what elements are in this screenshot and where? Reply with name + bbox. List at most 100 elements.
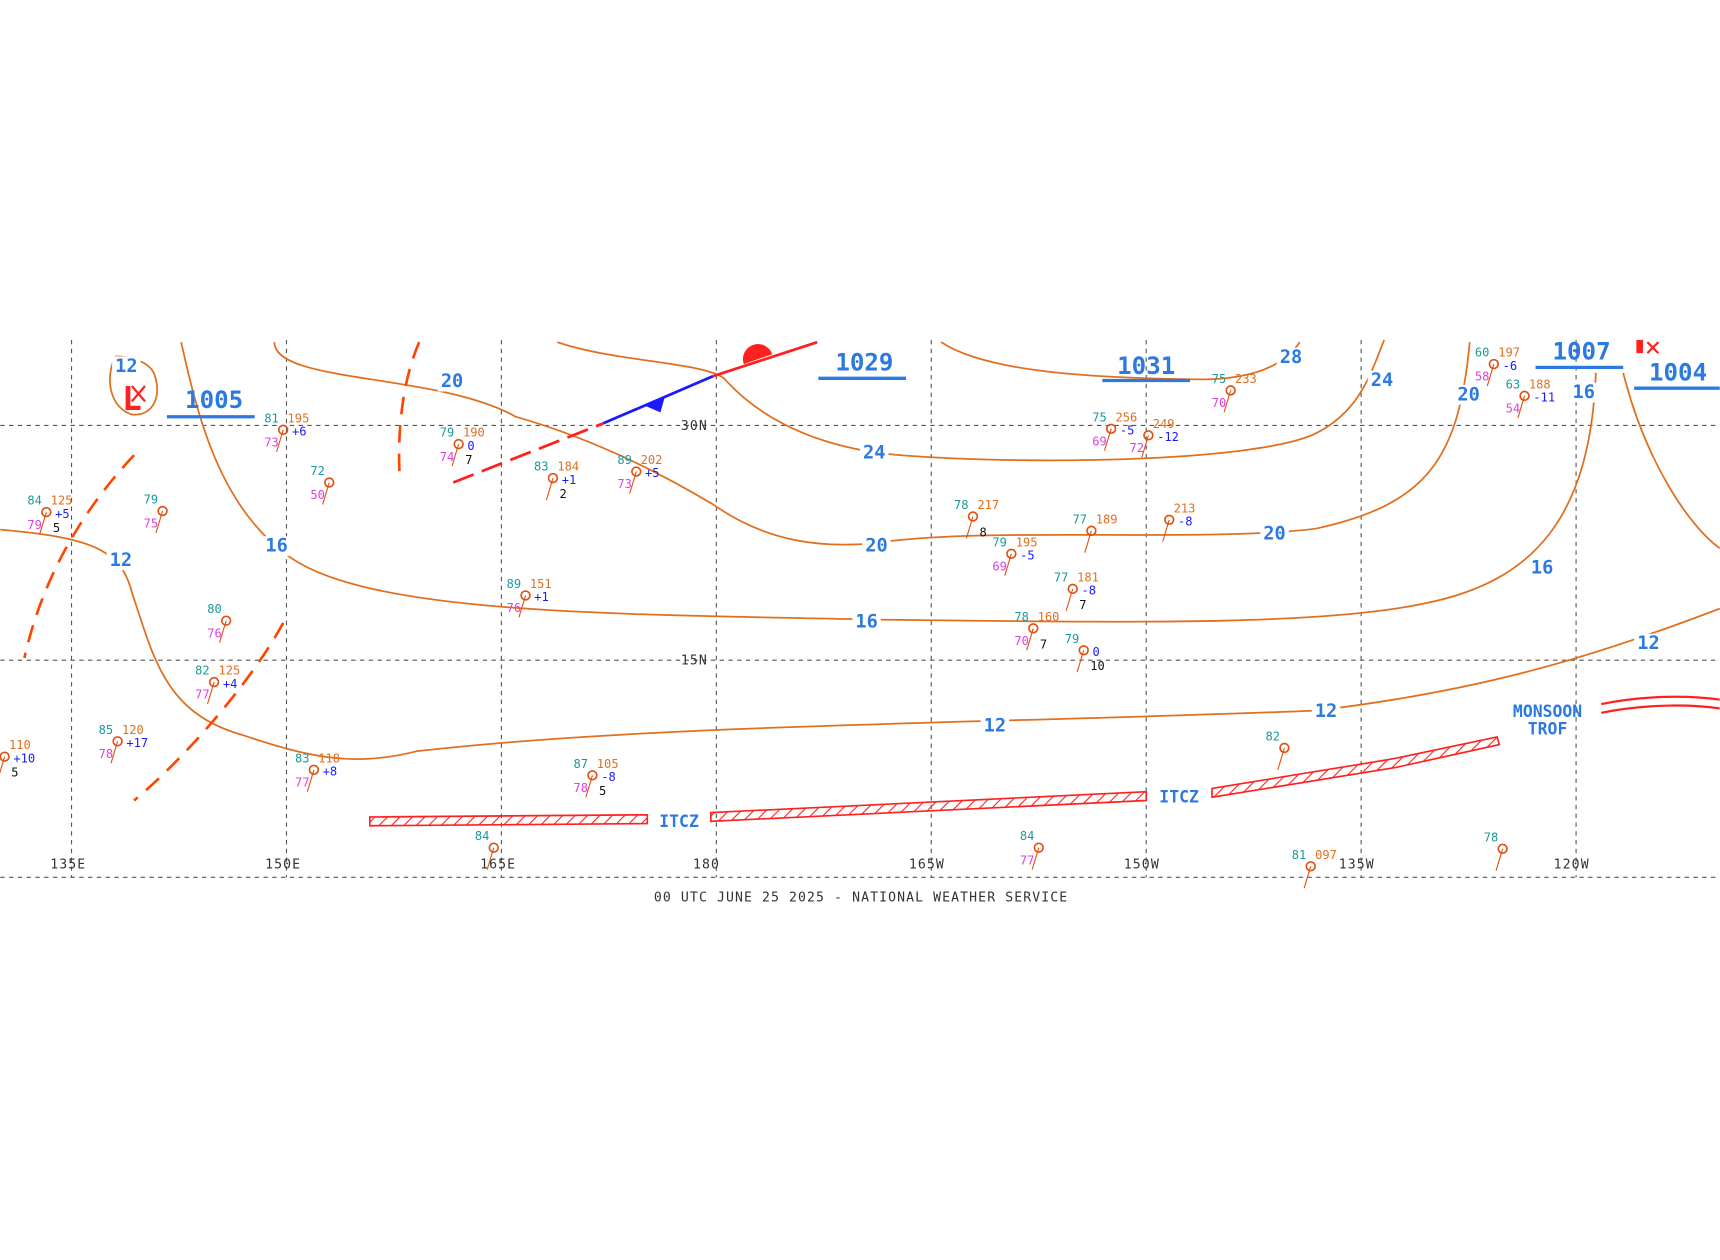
station-temp: 72 (310, 464, 325, 478)
station-pressure: 256 (1116, 410, 1138, 424)
station-pressure: 097 (1315, 848, 1337, 862)
station-visibility: 7 (465, 453, 472, 467)
station-temp: 89 (617, 453, 632, 467)
station-temp: 84 (475, 829, 490, 843)
station-circle (1078, 645, 1089, 656)
isobars (0, 339, 1720, 760)
station-pressure: 160 (1038, 610, 1060, 624)
station-pressure: 217 (977, 498, 999, 512)
itcz-label: ITCZ (659, 812, 699, 831)
isobar-label: 24 (863, 442, 885, 463)
station-tendency: -11 (1533, 391, 1555, 405)
station-temp: 78 (1484, 830, 1499, 844)
station-pressure: 233 (1235, 372, 1257, 386)
longitude-label: 165W (909, 858, 945, 873)
station-pressure: 249 (1153, 417, 1175, 431)
longitude-label: 120W (1554, 858, 1590, 873)
isobar-label: 12 (110, 550, 132, 571)
footer: 00 UTC JUNE 25 2025 - NATIONAL WEATHER S… (654, 890, 1068, 905)
troughs (23, 341, 421, 802)
center-pressure: 1005 (185, 386, 243, 414)
isobar-label-bg (862, 536, 891, 556)
station-temp: 83 (295, 751, 310, 765)
wind-barb (1141, 435, 1149, 458)
isobar-label-bg (980, 716, 1010, 736)
station-visibility: 7 (1079, 598, 1086, 612)
station-circle (220, 615, 232, 626)
station-circle (324, 477, 335, 488)
station-dewpoint: 77 (1020, 853, 1035, 867)
wind-barb (1303, 866, 1312, 889)
station-circle (1488, 358, 1500, 370)
station-dewpoint: 77 (195, 688, 210, 702)
station-pressure: 105 (597, 757, 619, 771)
station-circle (1225, 385, 1236, 396)
wind-barb (1223, 390, 1232, 413)
monsoon-label: TROF (1528, 720, 1568, 739)
station-circle (967, 511, 979, 522)
wind-barb (0, 756, 6, 775)
station-tendency: -5 (1120, 423, 1135, 437)
isobar-label: 12 (1315, 701, 1337, 722)
station-temp: 78 (1014, 610, 1029, 624)
wind-barb (219, 620, 227, 643)
wind-barb (1026, 628, 1034, 651)
station-dewpoint: 79 (27, 518, 42, 532)
station-dewpoint: 76 (207, 626, 222, 640)
station-circle (453, 438, 464, 450)
isobar-label: 20 (865, 536, 887, 557)
center-pressure: 1007 (1553, 338, 1611, 366)
isobar-label-bg (1634, 633, 1663, 654)
station-dewpoint: 77 (295, 775, 310, 789)
station-tendency: +6 (292, 425, 307, 439)
low-letter: L (122, 379, 142, 418)
longitude-label: 150E (265, 858, 301, 873)
station-temp: 79 (440, 426, 455, 440)
station-dewpoint: 75 (144, 517, 159, 531)
station-pressure: 110 (9, 738, 31, 752)
station-circle (308, 764, 320, 776)
station-tendency: +8 (323, 765, 338, 779)
isobar-label-bg (860, 443, 889, 463)
isobar-label-bg (1311, 701, 1341, 722)
isobar-label-bg (262, 536, 291, 556)
station-temp: 79 (144, 493, 159, 507)
wind-barb (306, 769, 315, 792)
isobar-label: 16 (265, 536, 287, 557)
wind-barb (1517, 395, 1526, 418)
station-temp: 85 (99, 723, 114, 737)
wind-barb (486, 847, 495, 870)
station-temp: 84 (27, 494, 42, 508)
isobar-label: 12 (115, 356, 137, 377)
station-pressure: 181 (1077, 570, 1099, 584)
station-temp: 60 (1475, 346, 1490, 360)
station-circle (1164, 514, 1175, 525)
wind-barb (322, 482, 330, 505)
station-visibility: 2 (560, 487, 567, 501)
isobar-label: 16 (1531, 558, 1553, 579)
isobar-label-bg (437, 371, 467, 392)
station-tendency: -8 (601, 770, 616, 784)
isobar-label: 16 (855, 611, 877, 632)
isobar-label: 20 (441, 371, 463, 392)
station-temp: 82 (1265, 729, 1280, 743)
station-dewpoint: 76 (507, 601, 522, 615)
station-pressure: 202 (641, 453, 663, 467)
station-pressure: 189 (1096, 512, 1118, 526)
station-dewpoint: 54 (1506, 402, 1521, 416)
station-temp: 87 (574, 757, 589, 771)
station-circle (1279, 742, 1290, 754)
front (452, 340, 818, 484)
isobar-label-bg (1569, 382, 1599, 403)
station-dewpoint: 73 (264, 436, 279, 450)
station-tendency: +17 (126, 736, 148, 750)
wind-barb (585, 775, 593, 798)
station-visibility: 10 (1090, 659, 1105, 673)
station-temp: 81 (1292, 848, 1307, 862)
isobar-label-bg (852, 611, 881, 632)
station-tendency: +4 (223, 677, 238, 691)
station-tendency: +5 (645, 466, 660, 480)
wind-barb (39, 511, 47, 535)
